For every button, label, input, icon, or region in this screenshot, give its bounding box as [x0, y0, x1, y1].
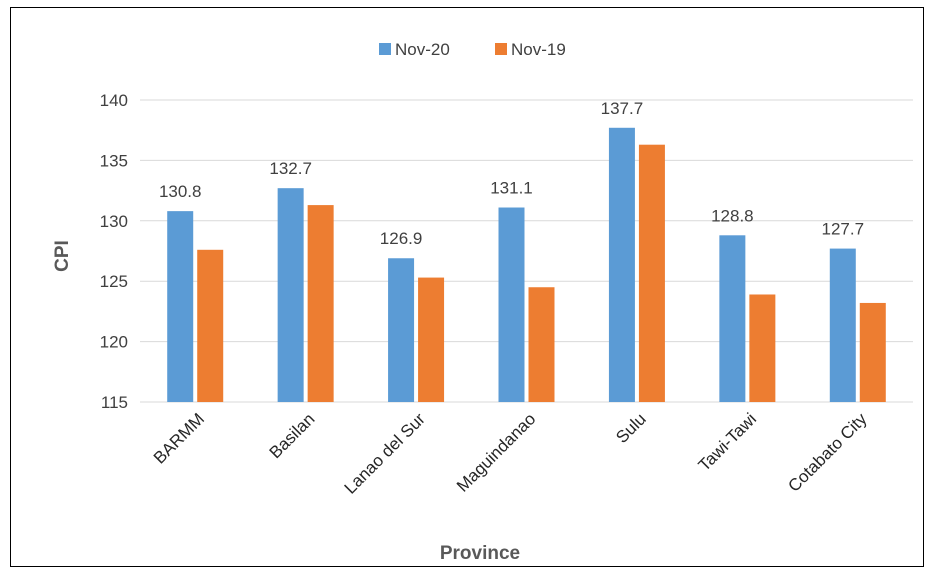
bar-nov-19-cotabato-city: [859, 302, 886, 402]
y-axis-title: CPI: [52, 240, 73, 272]
y-tick-label-135: 135: [100, 151, 128, 170]
data-label-nov-20-sulu: 137.7: [601, 99, 644, 118]
bar-nov-19-barmm: [197, 249, 224, 402]
bar-nov-19-sulu: [638, 144, 665, 403]
data-labels: 130.8 132.7 126.9 131.1 137.7 128.8 127.7: [159, 99, 864, 248]
bar-nov-19-basilan: [307, 205, 334, 402]
legend-label-nov-20: Nov-20: [395, 40, 450, 59]
y-axis-ticks: 115 120 125 130 135 140: [100, 91, 128, 412]
data-label-nov-20-barmm: 130.8: [159, 182, 202, 201]
x-category-label-barmm: BARMM: [150, 409, 208, 467]
bar-nov-19-lanao-del-sur: [418, 277, 445, 402]
x-category-label-lanao-del-sur: Lanao del Sur: [341, 409, 430, 498]
data-label-nov-20-tawi-tawi: 128.8: [711, 206, 754, 225]
y-tick-label-115: 115: [101, 393, 128, 412]
bar-nov-20-basilan: [277, 188, 304, 402]
legend-swatch-nov-19: [495, 43, 507, 55]
y-tick-label-140: 140: [100, 91, 128, 110]
y-tick-label-130: 130: [100, 212, 128, 231]
bar-nov-19-maguindanao: [528, 287, 555, 402]
bars: [167, 127, 886, 403]
data-label-nov-20-lanao-del-sur: 126.9: [380, 229, 423, 248]
x-axis-categories: BARMM Basilan Lanao del Sur Maguindanao Sulu…: [150, 409, 871, 498]
y-tick-label-120: 120: [100, 333, 128, 352]
x-axis-title: Province: [440, 543, 520, 564]
bar-nov-20-lanao-del-sur: [388, 258, 415, 402]
bar-nov-20-sulu: [608, 127, 635, 402]
x-category-label-cotabato-city: Cotabato City: [784, 409, 871, 496]
x-category-label-maguindanao: Maguindanao: [453, 409, 539, 495]
legend: Nov-20 Nov-19: [379, 40, 566, 59]
bar-nov-20-tawi-tawi: [719, 235, 746, 402]
legend-label-nov-19: Nov-19: [511, 40, 566, 59]
legend-swatch-nov-20: [379, 43, 391, 55]
gridlines: [140, 99, 913, 403]
data-label-nov-20-maguindanao: 131.1: [490, 179, 533, 198]
bar-nov-20-cotabato-city: [829, 248, 856, 402]
bar-nov-20-maguindanao: [498, 207, 525, 402]
bar-nov-20-barmm: [167, 211, 194, 402]
chart-frame: 115 120 125 130 135 140 130.8 132.7 126.9 131.1 1…: [10, 7, 924, 567]
x-category-label-sulu: Sulu: [612, 409, 649, 446]
x-category-label-basilan: Basilan: [266, 409, 319, 462]
data-label-nov-20-basilan: 132.7: [269, 159, 312, 178]
bar-nov-19-tawi-tawi: [749, 294, 776, 402]
y-tick-label-125: 125: [100, 272, 128, 291]
x-category-label-tawi-tawi: Tawi-Tawi: [695, 409, 761, 475]
data-label-nov-20-cotabato-city: 127.7: [822, 220, 865, 239]
